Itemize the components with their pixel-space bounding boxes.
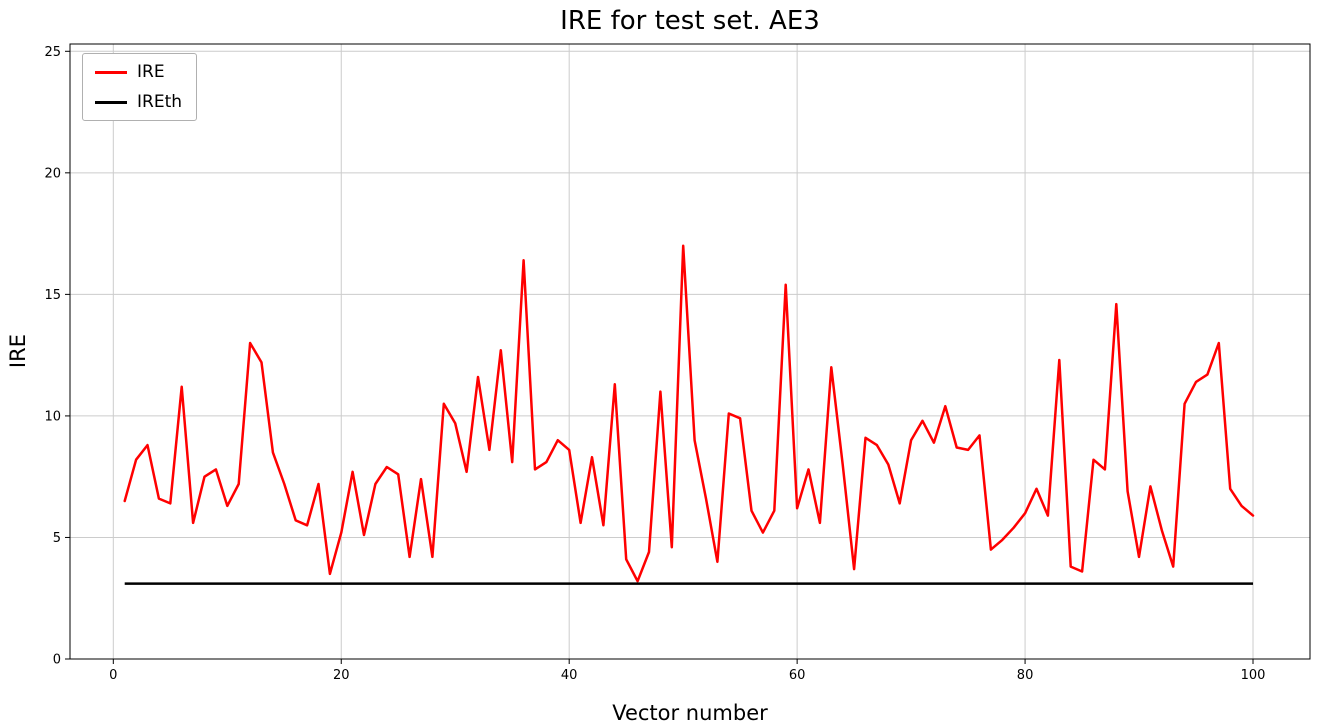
x-tick-label: 0 [109,668,117,683]
y-axis-label-wrap: IRE [4,44,32,659]
x-tick-label: 40 [561,668,578,683]
y-axis-label: IRE [6,334,30,369]
x-tick-label: 20 [333,668,350,683]
y-tick-label: 0 [53,653,61,668]
y-tick-label: 25 [44,45,61,60]
x-axis-label: Vector number [612,701,768,725]
y-tick-label: 20 [44,166,61,181]
x-tick-label: 100 [1241,668,1266,683]
legend-label-ire: IRE [137,62,165,82]
chart-title: IRE for test set. AE3 [560,6,820,36]
y-tick-label: 10 [44,409,61,424]
legend: IRE IREth [82,53,198,121]
legend-label-ireth: IREth [137,92,183,112]
x-tick-label: 80 [1017,668,1034,683]
y-tick-label: 5 [53,531,61,546]
series-line-ire [123,244,1255,583]
ireth-line-swatch [95,100,127,104]
ire-line-swatch [95,70,127,74]
legend-item-ireth: IREth [95,92,182,112]
y-tick-label: 15 [44,288,61,303]
legend-item-ire: IRE [95,62,182,82]
x-tick-label: 60 [789,668,806,683]
